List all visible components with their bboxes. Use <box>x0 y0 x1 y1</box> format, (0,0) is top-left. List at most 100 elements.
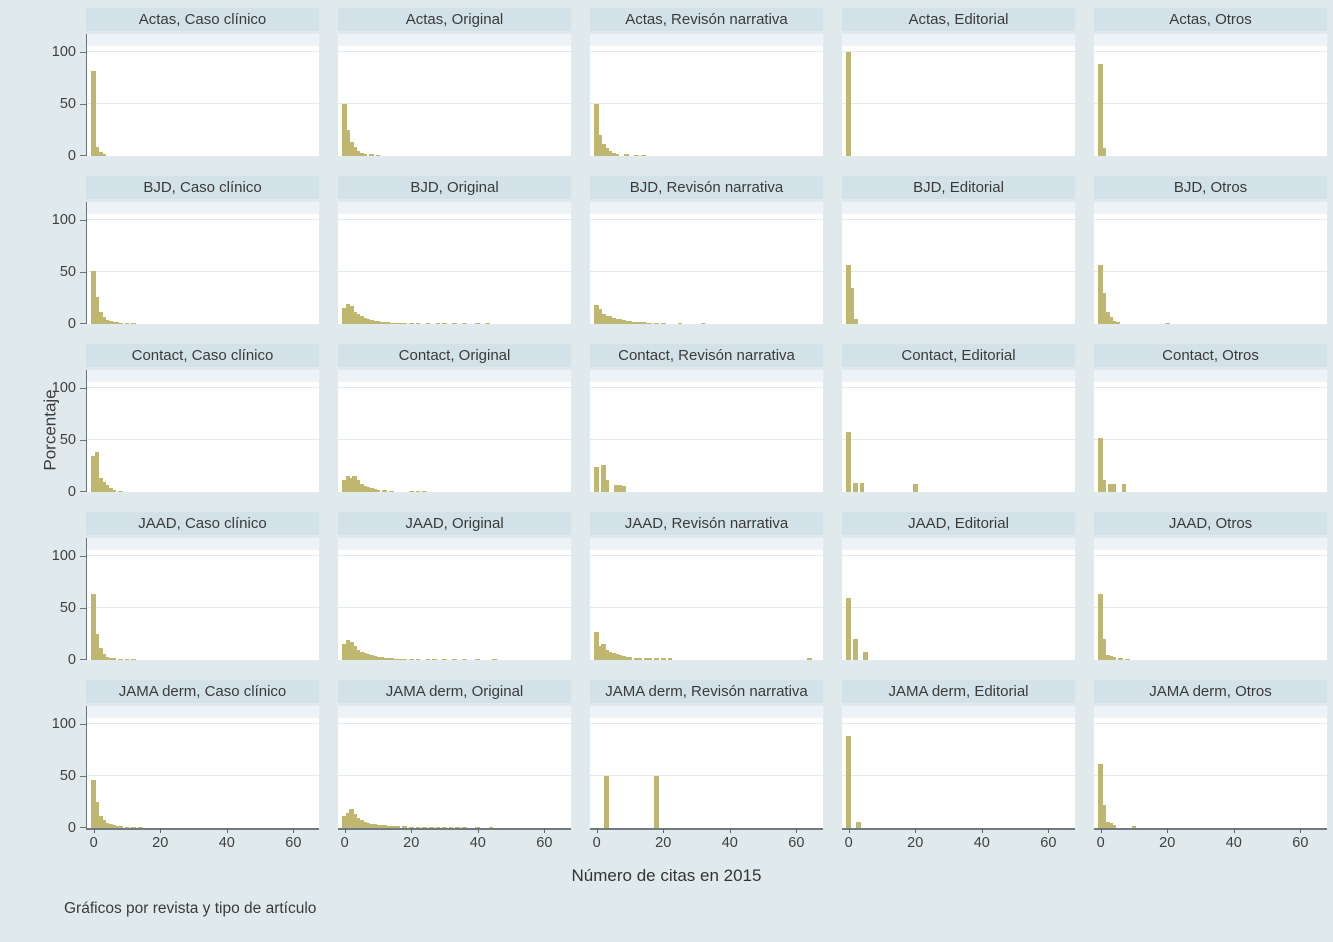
histogram-bar <box>101 153 106 156</box>
x-tick-label: 60 <box>1292 835 1309 851</box>
facet-title: BJD, Revisón narrativa <box>590 176 823 199</box>
histogram-bar <box>107 657 113 660</box>
histogram-bar <box>1104 311 1110 324</box>
y-axis-tick <box>80 155 86 156</box>
x-axis-tick <box>1233 828 1235 833</box>
above-100-band <box>842 538 1075 550</box>
histogram-bar <box>415 322 421 324</box>
histogram-bar <box>402 825 407 828</box>
facet-panel: Contact, Caso clínico 100 50 0 <box>52 344 319 500</box>
histogram-bar <box>345 813 351 828</box>
histogram-bar <box>624 320 629 324</box>
y-tick-label: 50 <box>59 432 76 448</box>
histogram-bar <box>640 154 646 156</box>
y-axis-tick <box>80 323 86 324</box>
x-axis-tick <box>1048 828 1050 833</box>
histogram-bar <box>362 317 367 324</box>
histogram-bar <box>375 154 381 156</box>
x-axis-tick <box>663 828 665 833</box>
histogram-bar <box>348 142 354 156</box>
x-axis-tick <box>226 828 228 833</box>
facet-panel: JAMA derm, Revisón narrativa 0 20 40 60 <box>590 680 823 851</box>
histogram-bar <box>362 485 367 492</box>
histogram-bar <box>1104 654 1110 660</box>
x-tick-label: 20 <box>907 835 924 851</box>
histogram-bar <box>492 658 497 660</box>
x-axis-tick <box>293 828 295 833</box>
facet-plot <box>842 202 1075 324</box>
y-tick-label: 100 <box>51 380 76 396</box>
histogram-bar <box>600 464 606 492</box>
facet-plot: 100 50 0 <box>52 202 319 332</box>
histogram-bar <box>597 135 603 156</box>
histogram-bar <box>355 150 361 156</box>
histogram-bar <box>422 490 427 492</box>
histogram-bar <box>624 656 629 660</box>
facet-title: BJD, Otros <box>1094 176 1327 199</box>
histogram-bar <box>385 657 391 660</box>
x-axis-tick <box>344 828 346 833</box>
facet-panel: Contact, Editorial <box>842 344 1075 492</box>
facet-panel: JAAD, Otros <box>1094 512 1327 660</box>
histogram-bar <box>475 322 481 324</box>
y-axis-tick <box>80 555 86 557</box>
facet-title: Contact, Revisón narrativa <box>590 344 823 367</box>
gridline <box>87 219 319 220</box>
facet-panel: Actas, Otros <box>1094 8 1327 156</box>
histogram-bar <box>1108 483 1113 492</box>
x-axis-tick <box>477 828 479 833</box>
facet-title: Actas, Editorial <box>842 8 1075 31</box>
histogram-bar <box>630 321 636 324</box>
histogram-bar <box>1101 479 1107 492</box>
histogram-bar <box>345 304 351 324</box>
histogram-bar <box>1131 825 1137 828</box>
facet-plot <box>842 538 1075 660</box>
facet-plot <box>842 34 1075 156</box>
histogram-bar <box>415 490 421 492</box>
facet-title: JAAD, Original <box>338 512 571 535</box>
histogram-bar <box>385 825 391 828</box>
histogram-bar <box>1098 64 1103 156</box>
x-tick-label: 40 <box>1225 835 1242 851</box>
histogram-bar <box>452 658 457 660</box>
histogram-bar <box>462 658 467 660</box>
histogram-bar <box>94 634 100 660</box>
histogram-bar <box>398 322 404 324</box>
above-100-band <box>87 202 319 214</box>
gridline <box>338 723 571 724</box>
y-tick-label: 0 <box>67 148 76 164</box>
x-axis-tick <box>796 828 798 833</box>
histogram-bar <box>455 826 461 828</box>
histogram-bar <box>1101 292 1107 324</box>
histogram-bar <box>700 322 706 324</box>
facet-panel: Actas, Original <box>338 8 571 156</box>
facet-title: JAAD, Revisón narrativa <box>590 512 823 535</box>
histogram-bar <box>372 488 377 492</box>
histogram-bar <box>610 652 616 660</box>
histogram-bar <box>614 318 619 324</box>
histogram-bar <box>131 658 136 660</box>
y-axis-tick <box>80 607 86 609</box>
gridline <box>590 723 823 724</box>
histogram-bar <box>485 322 491 324</box>
above-100-band <box>842 706 1075 718</box>
histogram-bar <box>660 322 666 324</box>
y-tick-label: 0 <box>67 316 76 332</box>
histogram-bar <box>432 658 437 660</box>
histogram-bar <box>852 318 858 324</box>
y-axis-tick <box>80 387 86 389</box>
histogram-bar <box>634 321 639 324</box>
histogram-bar <box>342 479 347 492</box>
histogram-bar <box>637 657 643 660</box>
gridline <box>842 219 1075 220</box>
above-100-band <box>87 370 319 382</box>
histogram-bar <box>355 479 361 492</box>
facet-panel: Actas, Revisón narrativa <box>590 8 823 156</box>
histogram-bar <box>137 826 143 828</box>
histogram-bar <box>462 826 467 828</box>
x-tick-label: 20 <box>1159 835 1176 851</box>
above-100-band <box>842 202 1075 214</box>
histogram-bar <box>124 826 130 828</box>
above-100-band <box>87 706 319 718</box>
facet-plot <box>590 370 823 492</box>
